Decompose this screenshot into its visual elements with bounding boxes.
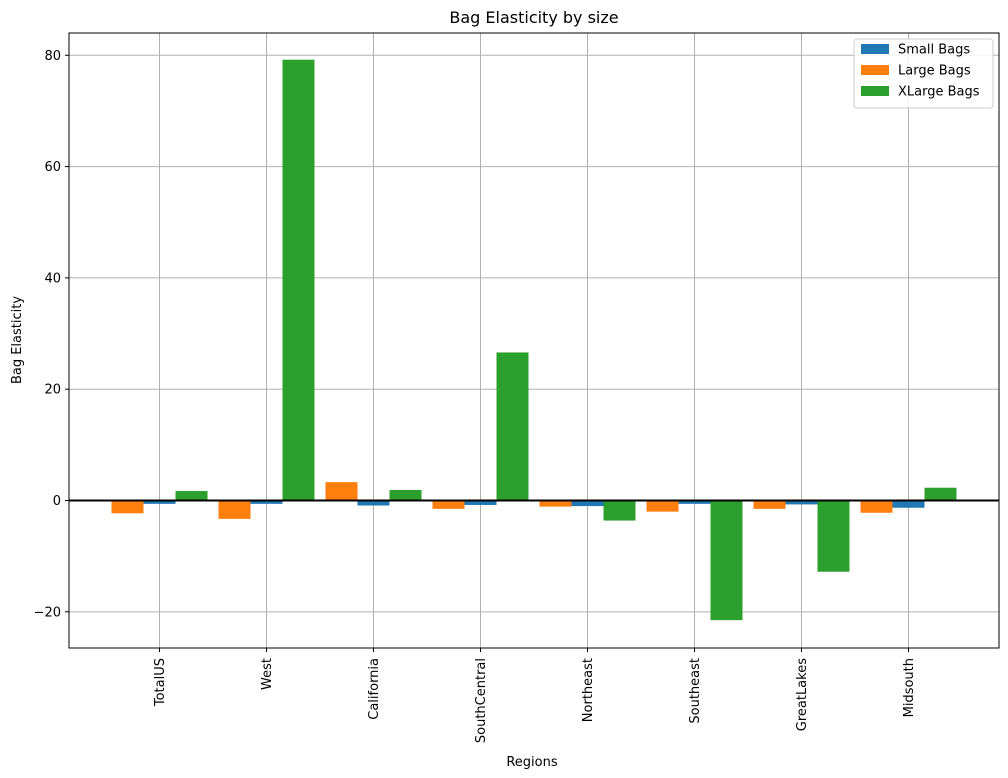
bar-xlarge-bags — [924, 487, 957, 501]
bar-xlarge-bags — [603, 500, 636, 521]
x-tick-label: Midsouth — [902, 658, 917, 717]
bar-large-bags — [218, 500, 251, 519]
bar-large-bags — [325, 482, 358, 501]
bar-large-bags — [646, 500, 679, 512]
bar-small-bags — [892, 500, 925, 508]
bar-xlarge-bags — [175, 491, 208, 501]
y-tick-label: 40 — [44, 271, 61, 286]
y-axis-label: Bag Elasticity — [10, 296, 25, 384]
legend-swatch — [861, 44, 889, 54]
y-tick-label: 80 — [44, 49, 61, 64]
bar-xlarge-bags — [710, 500, 743, 621]
bar-small-bags — [143, 500, 176, 504]
bar-large-bags — [860, 500, 893, 513]
bar-xlarge-bags — [817, 500, 850, 572]
bar-small-bags — [357, 500, 390, 506]
y-tick-label: 0 — [53, 494, 61, 509]
y-tick-label: 20 — [44, 383, 61, 398]
bar-large-bags — [539, 500, 572, 507]
legend-swatch — [861, 86, 889, 96]
plot-frame — [68, 32, 1000, 649]
x-tick-label: West — [260, 658, 275, 690]
bar-xlarge-bags — [282, 59, 315, 501]
x-axis-label: Regions — [506, 755, 558, 770]
bar-small-bags — [464, 500, 497, 505]
y-tick-label: −20 — [34, 605, 61, 620]
x-tick-label: GreatLakes — [795, 658, 810, 731]
legend-label: XLarge Bags — [898, 85, 980, 100]
x-tick-label: TotalUS — [153, 658, 168, 707]
bar-small-bags — [785, 500, 818, 505]
legend-swatch — [861, 65, 889, 75]
legend-label: Small Bags — [898, 43, 970, 58]
bar-large-bags — [753, 500, 786, 509]
x-tick-label: Northeast — [581, 658, 596, 722]
x-tick-label: Southeast — [688, 658, 703, 724]
bar-large-bags — [111, 500, 144, 514]
x-tick-label: California — [367, 658, 382, 720]
x-tick-label: SouthCentral — [474, 658, 489, 743]
bar-xlarge-bags — [389, 489, 422, 501]
bar-small-bags — [571, 500, 604, 507]
bar-small-bags — [250, 500, 283, 504]
grid — [69, 33, 999, 648]
chart-title: Bag Elasticity by size — [449, 8, 618, 27]
bar-xlarge-bags — [496, 352, 529, 501]
bars — [111, 59, 957, 621]
x-axis: TotalUS West California SouthCentral Northea… — [153, 648, 917, 743]
legend: Small Bags Large Bags XLarge Bags — [853, 38, 994, 109]
y-axis: −20 0 20 40 60 80 — [34, 49, 69, 620]
bar-small-bags — [678, 500, 711, 504]
y-tick-label: 60 — [44, 160, 61, 175]
bar-large-bags — [432, 500, 465, 509]
legend-label: Large Bags — [898, 64, 971, 79]
